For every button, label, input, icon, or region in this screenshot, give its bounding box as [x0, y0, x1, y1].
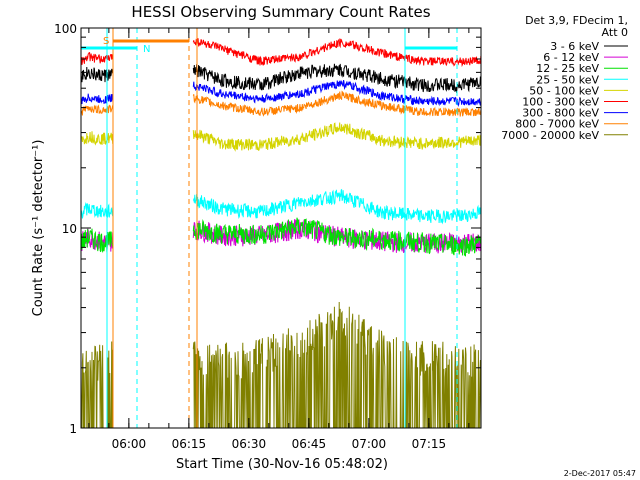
y-tick-label: 10 [62, 222, 77, 236]
legend-label: 300 - 800 keV [522, 107, 599, 120]
plot-area [81, 28, 481, 428]
saa-label: S [103, 36, 109, 47]
chart-title: HESSI Observing Summary Count Rates [131, 3, 430, 21]
series-line-7000-20000-kev [81, 301, 481, 428]
legend-label: 3 - 6 keV [550, 40, 599, 53]
legend-label: 800 - 7000 keV [515, 118, 599, 131]
y-tick-label: 1 [69, 422, 77, 436]
x-tick-label: 07:15 [412, 437, 447, 451]
x-tick-label: 07:00 [352, 437, 387, 451]
legend-label: 100 - 300 keV [522, 96, 599, 109]
footer-date: 2-Dec-2017 05:47 [564, 469, 636, 478]
series-line-50-100-kev [81, 122, 481, 152]
x-tick-label: 06:45 [292, 437, 327, 451]
legend-header-line-1: Det 3,9, FDecim 1, [525, 14, 628, 27]
series-line-100-300-kev [81, 38, 481, 68]
x-tick-label: 06:30 [232, 437, 267, 451]
legend-label: 25 - 50 keV [536, 73, 599, 86]
night-label: N [143, 44, 150, 55]
x-tick-label: 06:15 [172, 437, 207, 451]
x-tick-label: 06:00 [112, 437, 147, 451]
series-line-3-6-kev [81, 63, 481, 93]
y-axis-label: Count Rate (s⁻¹ detector⁻¹) [31, 140, 46, 317]
legend-label: 7000 - 20000 keV [501, 129, 599, 142]
axes: 1 10 100 06:00 06:15 06:30 06:45 07:00 07:15 S N [54, 22, 481, 451]
legend-label: 12 - 25 keV [536, 62, 599, 75]
y-tick-label: 100 [54, 22, 77, 36]
legend-header-line-2: Att 0 [602, 26, 628, 39]
legend-label: 6 - 12 keV [543, 51, 599, 64]
legend-label: 50 - 100 keV [529, 84, 599, 97]
series-line-25-50-kev [81, 188, 481, 225]
x-axis-label: Start Time (30-Nov-16 05:48:02) [176, 457, 388, 472]
